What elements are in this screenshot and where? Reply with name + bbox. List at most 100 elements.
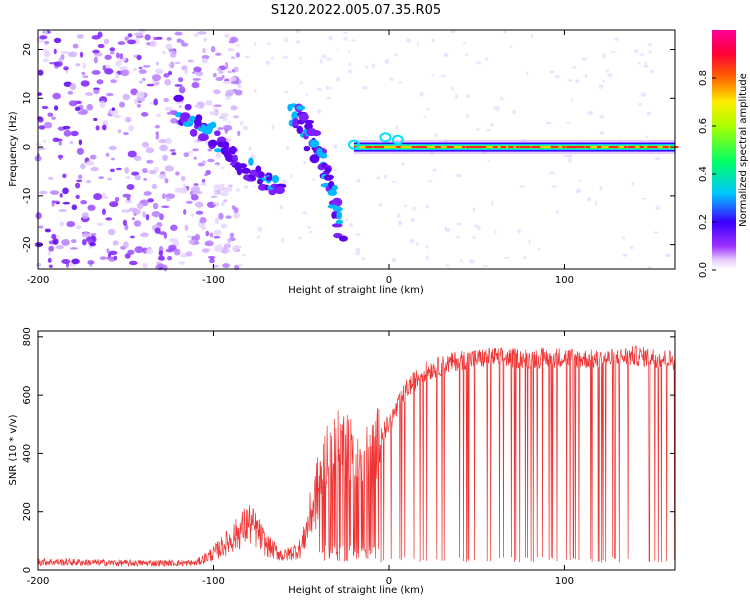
spectrogram-faint-blob (336, 48, 339, 51)
spectrogram-faint-blob (602, 53, 606, 59)
spectrogram-faint-blob (289, 174, 293, 178)
spectrogram-blob (131, 171, 140, 176)
spectrogram-faint-blob (356, 178, 361, 184)
spectrogram-blob (43, 29, 48, 37)
spectrogram-blob (203, 37, 208, 42)
spectrogram-blob (62, 187, 69, 195)
zero-band-peak (473, 146, 479, 149)
zero-band-peak (624, 146, 628, 149)
zero-band-peak (577, 146, 585, 149)
spectrogram-blob (194, 104, 201, 108)
spectrogram-faint-blob (266, 41, 271, 45)
spectrogram-blob (190, 213, 195, 217)
spectrogram-blob (128, 124, 135, 132)
spectrogram-blob (151, 183, 158, 190)
spectrogram-faint-blob (303, 160, 306, 165)
zero-band-peak (477, 146, 482, 149)
spectrogram-blob (141, 141, 150, 148)
spectrogram-blobs (34, 28, 671, 272)
spectrogram-blob (116, 52, 120, 59)
spectrogram-faint-blob (279, 205, 283, 210)
spectrogram-arc-blob (339, 235, 348, 242)
spectrogram-faint-blob (281, 179, 288, 184)
spectrogram-blob (115, 167, 122, 171)
spectrogram-blob (134, 174, 141, 181)
spectrogram-faint-blob (308, 230, 313, 233)
spectrogram-faint-blob (607, 73, 613, 78)
snr-y-tick-label: 400 (22, 444, 33, 463)
spectrogram-arc-blob (319, 152, 328, 159)
zero-band-ring (347, 139, 360, 150)
spectrogram-arc-blob (296, 125, 304, 135)
spectrogram-blob (122, 93, 131, 101)
spectrogram-faint-blob (212, 106, 218, 111)
spectrogram-blob (140, 111, 149, 117)
spectrogram-blob (111, 107, 116, 111)
spectrogram-faint-blob (221, 201, 226, 206)
spectrogram-faint-blob (345, 218, 349, 221)
spectrogram-faint-blob (216, 244, 223, 247)
spectrogram-blob (223, 80, 231, 85)
spectrogram-faint-blob (241, 254, 247, 257)
spectrogram-faint-blob (397, 220, 403, 226)
spectrogram-blob (52, 92, 61, 100)
zero-band-peak (651, 146, 658, 149)
spectrogram-blob (142, 65, 151, 68)
spectrogram-blob (104, 54, 112, 60)
spectrogram-blob (154, 124, 160, 129)
spectrogram-faint-blob (319, 59, 323, 64)
spectrogram-arc-blob (182, 121, 194, 127)
zero-band-peak (566, 146, 573, 149)
spectrogram-faint-blob (254, 41, 257, 46)
spectrogram-arc-blob (310, 154, 319, 160)
spectrogram-blob (38, 125, 46, 130)
spectrogram-blob (39, 190, 48, 195)
spectrogram-blob (228, 76, 237, 82)
spectrogram-blob (47, 257, 52, 263)
spectrogram-faint-blob (270, 56, 274, 61)
spectrogram-faint-blob (519, 185, 526, 188)
spectrogram-blob (56, 138, 63, 142)
spectrogram-faint-blob (412, 206, 417, 211)
snr-y-tick-label: 600 (22, 386, 33, 405)
spectrogram-faint-blob (522, 256, 527, 260)
zero-band-peak (562, 146, 566, 149)
spectrogram-blob (162, 50, 166, 55)
spectrogram-arc-blob (209, 139, 217, 148)
zero-band-peak (519, 146, 524, 149)
spectrogram-blob (155, 133, 160, 140)
spectrogram-blob (101, 208, 106, 216)
spectrogram-blob (183, 209, 187, 215)
spectrogram-blob (122, 219, 127, 226)
snr-x-tick-label: 0 (386, 576, 392, 587)
spectrogram-x-tick-label: -200 (27, 275, 50, 286)
zero-band-peak (353, 146, 359, 149)
spectrogram-faint-blob (394, 52, 399, 57)
spectrogram-faint-blob (464, 53, 469, 57)
spectrogram-faint-blob (431, 38, 436, 43)
spectrogram-blob (227, 70, 233, 74)
spectrogram-faint-blob (225, 96, 232, 101)
spectrogram-blob (153, 98, 159, 106)
spectrogram-faint-blob (325, 85, 328, 90)
spectrogram-blob (86, 103, 94, 111)
spectrogram-faint-blob (622, 253, 628, 257)
spectrogram-faint-blob (655, 205, 660, 211)
spectrogram-arc-blob (336, 211, 343, 220)
spectrogram-blob (125, 176, 131, 180)
spectrogram-blob (47, 251, 52, 256)
spectrogram-blob (201, 178, 206, 183)
spectrogram-blob (193, 156, 197, 160)
spectrogram-blob (219, 183, 225, 187)
spectrogram-faint-blob (572, 66, 577, 69)
spectrogram-blob (127, 39, 137, 45)
spectrogram-arc-blob (230, 145, 237, 155)
zero-band-peak (554, 146, 559, 149)
spectrogram-blob (158, 231, 167, 235)
spectrogram-faint-blob (242, 125, 249, 131)
spectrogram-faint-blob (526, 71, 529, 76)
spectrogram-faint-blob (568, 157, 572, 163)
spectrogram-arc-blob (324, 174, 334, 180)
spectrogram-faint-blob (652, 231, 659, 234)
spectrogram-faint-blob (599, 114, 605, 119)
